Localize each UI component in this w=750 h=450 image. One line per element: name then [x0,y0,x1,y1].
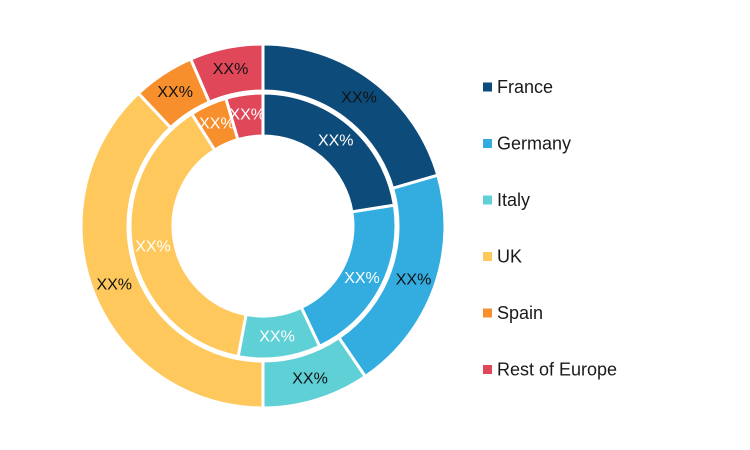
outer-slice-rest-of-europe [188,42,265,105]
inner-slice-rest-of-europe [224,91,265,142]
legend: France Germany Italy UK Spain Rest of Europe [483,77,617,380]
donut-rings: XX%XX%XX%XX%XX%XX%XX%XX%XX%XX%XX%XX% [79,42,447,410]
inner-data-label: XX% [344,270,380,287]
inner-data-label: XX% [259,329,295,346]
legend-swatch [483,252,492,261]
legend-swatch [483,139,492,148]
inner-data-label: XX% [318,132,354,149]
outer-data-label: XX% [213,61,249,78]
inner-data-label: XX% [199,115,235,132]
legend-label-rest-of-europe: Rest of Europe [497,360,617,380]
outer-data-label: XX% [96,276,132,293]
legend-label-uk: UK [497,247,522,267]
inner-data-label: XX% [135,238,171,255]
outer-slice-uk [79,91,265,410]
outer-data-label: XX% [396,272,432,289]
legend-swatch [483,195,492,205]
legend-label-germany: Germany [497,134,571,154]
outer-data-label: XX% [157,84,193,101]
inner-data-label: XX% [229,107,265,124]
legend-label-spain: Spain [497,303,543,323]
outer-data-label: XX% [292,370,328,387]
legend-label-france: France [497,77,553,97]
inner-slice-uk [128,111,248,359]
legend-swatch [483,82,492,92]
legend-swatch [483,308,492,318]
legend-label-italy: Italy [497,190,530,210]
legend-swatch [483,365,492,374]
outer-data-label: XX% [341,90,377,107]
